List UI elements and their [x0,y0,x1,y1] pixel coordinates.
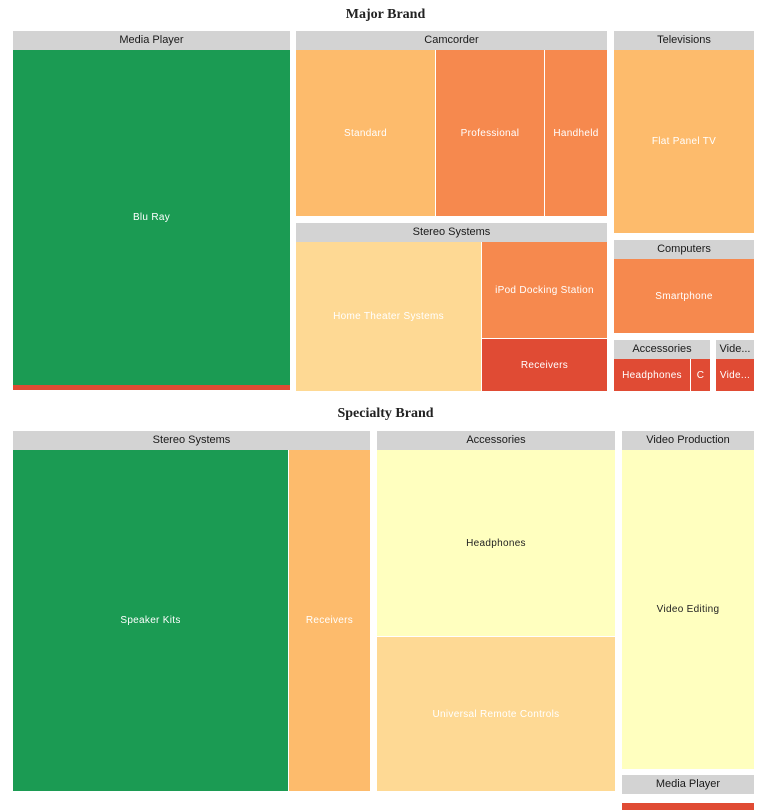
panel-title-specialty-brand: Specialty Brand [337,406,434,421]
group-major-brand-stereo-systems: Stereo Systems Home Theater Systems iPod D… [296,223,607,391]
treemap-cell-universal-remote-controls[interactable]: Universal Remote Controls [377,637,615,791]
treemap-cell-receivers[interactable]: Receivers [482,339,607,391]
group-header: Accessories [377,431,615,450]
group-major-brand-media-player: Media Player Blu Ray [13,31,290,391]
group-specialty-brand-accessories: Accessories Headphones Universal Remote Co… [377,431,615,791]
panel-title-major-brand: Major Brand [345,7,426,22]
treemap-cell-professional[interactable]: Professional [436,50,544,216]
group-header: Televisions [614,31,754,50]
group-header: Camcorder [296,31,607,50]
group-header: Media Player [13,31,290,50]
group-major-brand-accessories: Accessories Headphones C [614,340,710,391]
treemap-cell-c[interactable]: C [691,359,710,391]
treemap-cell-home-theater-systems[interactable]: Home Theater Systems [296,242,481,391]
group-major-brand-vide: Vide... Vide... [716,340,754,391]
group-major-brand-televisions: Televisions Flat Panel TV [614,31,754,233]
treemap-cell-vide[interactable]: Vide... [716,359,754,391]
group-header: Media Player [622,775,754,794]
treemap-cell-headphones[interactable]: Headphones [377,450,615,636]
treemap-cell-cell-0[interactable] [622,803,754,810]
treemap-cell-smartphone[interactable]: Smartphone [614,259,754,333]
group-header: Accessories [614,340,710,359]
group-header: Vide... [716,340,754,359]
treemap-cell-video-editing[interactable]: Video Editing [622,450,754,769]
group-major-brand-camcorder: Camcorder Standard Professional Handheld [296,31,607,216]
treemap-cell-standard[interactable]: Standard [296,50,435,216]
group-header: Video Production [622,431,754,450]
group-major-brand-computers: Computers Smartphone [614,240,754,333]
group-specialty-brand-stereo-systems: Stereo Systems Speaker Kits Receivers [13,431,370,791]
treemap-cell-receivers[interactable]: Receivers [289,450,370,791]
group-specialty-brand-video-production: Video Production Video Editing [622,431,754,769]
treemap-cell-blu-ray[interactable]: Blu Ray [13,50,290,385]
treemap-cell-ipod-docking-station[interactable]: iPod Docking Station [482,242,607,338]
group-header: Computers [614,240,754,259]
treemap-cell-flat-panel-tv[interactable]: Flat Panel TV [614,50,754,233]
treemap-cell-cell-1[interactable] [13,385,290,390]
treemap-cell-headphones[interactable]: Headphones [614,359,690,391]
treemap-cell-speaker-kits[interactable]: Speaker Kits [13,450,288,791]
group-header: Stereo Systems [13,431,370,450]
group-header: Stereo Systems [296,223,607,242]
group-specialty-brand-media-player: Media Player [622,775,754,810]
treemap-cell-handheld[interactable]: Handheld [545,50,607,216]
